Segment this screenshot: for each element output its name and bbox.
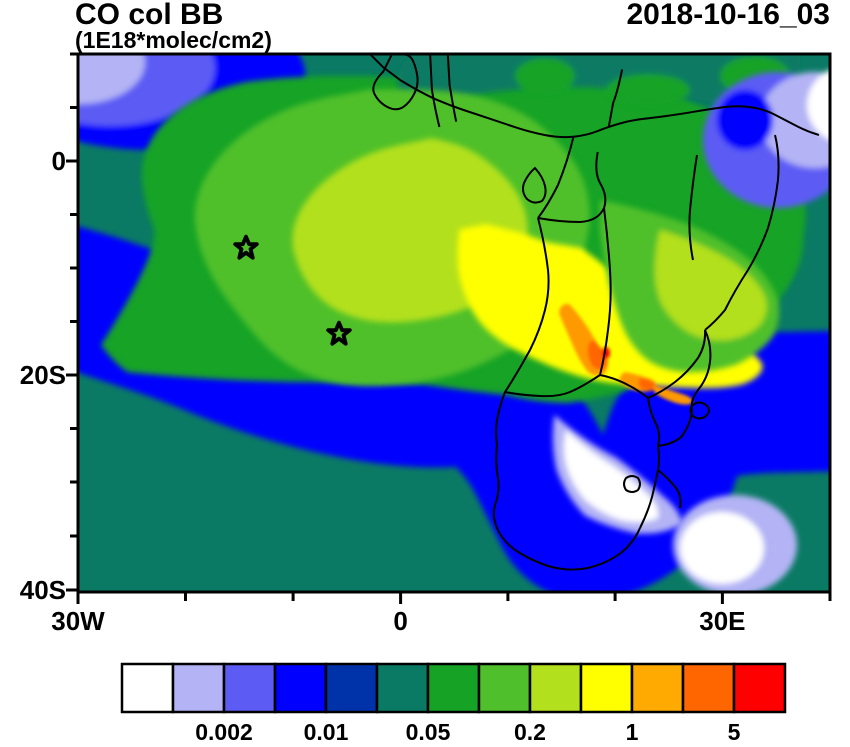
svg-text:0.2: 0.2: [514, 719, 546, 745]
svg-text:30W: 30W: [51, 606, 105, 636]
svg-text:40S: 40S: [20, 575, 66, 605]
svg-text:0: 0: [52, 146, 66, 176]
svg-text:0.002: 0.002: [195, 719, 253, 745]
svg-text:20S: 20S: [20, 360, 66, 390]
svg-text:30E: 30E: [699, 606, 745, 636]
svg-text:2018-10-16_03: 2018-10-16_03: [626, 0, 830, 31]
svg-text:0.05: 0.05: [406, 719, 451, 745]
svg-text:(1E18*molec/cm2): (1E18*molec/cm2): [75, 27, 272, 53]
svg-text:0.01: 0.01: [304, 719, 349, 745]
svg-text:1: 1: [626, 719, 639, 745]
svg-text:5: 5: [728, 719, 741, 745]
svg-text:0: 0: [393, 606, 407, 636]
